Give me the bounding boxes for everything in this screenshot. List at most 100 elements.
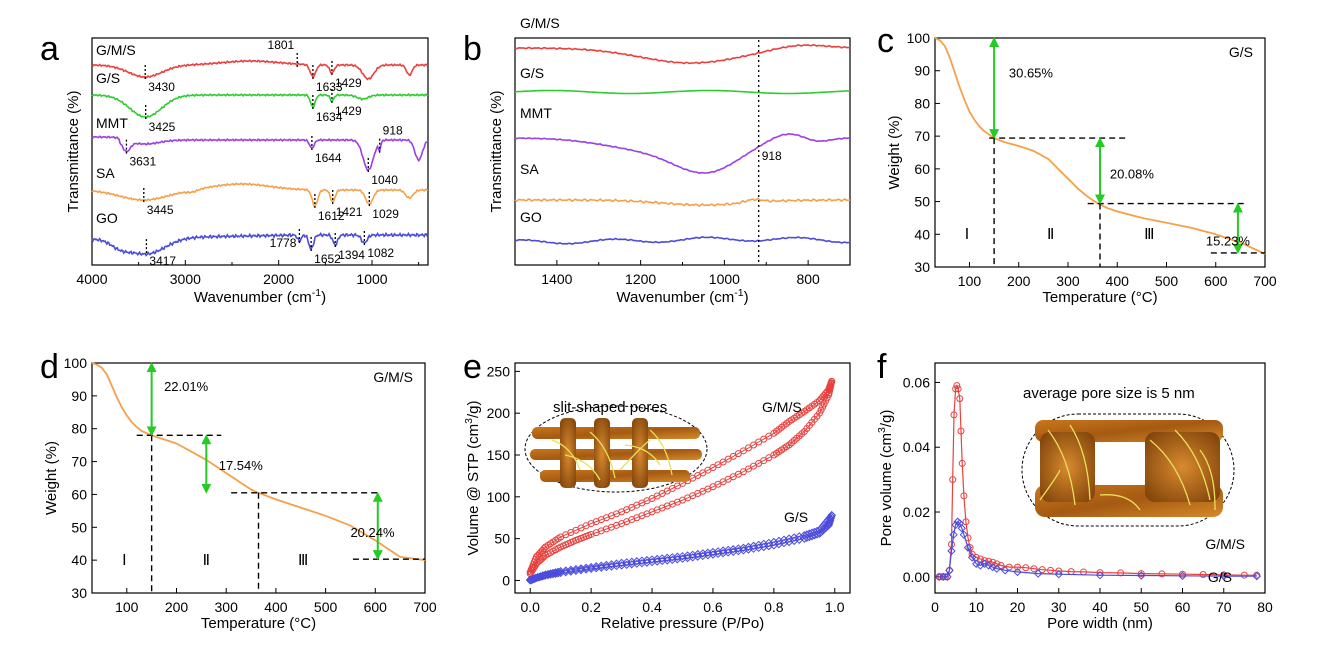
x-tick-label: 0.0 bbox=[520, 599, 540, 615]
data-point bbox=[947, 546, 956, 556]
data-point bbox=[541, 570, 550, 579]
loss-label: 22.01% bbox=[164, 379, 209, 394]
data-point bbox=[1137, 571, 1146, 580]
data-point bbox=[953, 382, 961, 390]
data-point bbox=[759, 539, 768, 549]
y-tick-label: 100 bbox=[907, 30, 931, 46]
x-tick-label: 200 bbox=[1007, 273, 1031, 289]
x-tick-label: 40 bbox=[1092, 599, 1108, 615]
x-axis-title: Wavenumber (cm-1) bbox=[616, 287, 748, 306]
y-tick-label: 0.02 bbox=[903, 504, 930, 520]
pore-pillar bbox=[594, 418, 610, 488]
pore-block bbox=[1145, 432, 1220, 502]
pore-pillar bbox=[632, 418, 648, 488]
x-tick-label: 0.8 bbox=[764, 599, 784, 615]
y-tick-label: 40 bbox=[914, 226, 930, 242]
x-tick-label: 20 bbox=[1010, 599, 1026, 615]
x-tick-label: 1400 bbox=[541, 271, 572, 287]
data-point bbox=[802, 530, 812, 539]
data-point bbox=[800, 531, 809, 540]
panel-e: e 0.0 0.2 0.4 0.6 0.8 1.0 0 50 100 150 200 250 Relati… bbox=[463, 348, 851, 632]
y-tick-label: 250 bbox=[487, 363, 511, 379]
data-point bbox=[815, 526, 824, 535]
data-point bbox=[1005, 563, 1013, 571]
y-tick-label: 100 bbox=[64, 355, 88, 371]
data-point bbox=[729, 545, 738, 554]
fiber-strand bbox=[589, 431, 616, 479]
data-point bbox=[627, 557, 636, 566]
data-point bbox=[548, 568, 558, 578]
series-label-gs: G/S bbox=[784, 509, 808, 525]
data-point bbox=[718, 546, 728, 555]
spectrum-line bbox=[514, 89, 851, 95]
x-tick-label: 400 bbox=[1106, 273, 1130, 289]
y-tick-label: 50 bbox=[71, 519, 87, 535]
data-point bbox=[526, 575, 535, 584]
data-point bbox=[952, 385, 960, 393]
data-point bbox=[708, 547, 718, 557]
data-point bbox=[556, 567, 565, 576]
y-tick-label: 70 bbox=[71, 454, 87, 470]
data-point bbox=[1240, 571, 1248, 579]
x-axis-title: Pore width (nm) bbox=[1047, 615, 1153, 632]
y-tick-label: 60 bbox=[71, 486, 87, 502]
peak-label: 3425 bbox=[149, 120, 176, 134]
y-tick-label: 80 bbox=[914, 95, 930, 111]
y-tick-label: 200 bbox=[487, 405, 511, 421]
panel-d: d 100 200 300 400 500 600 700 30 40 50 60 70 80 90 100 T… bbox=[40, 348, 437, 632]
x-tick-label: 400 bbox=[264, 599, 288, 615]
y-axis-title: Transmittance (%) bbox=[65, 91, 82, 213]
x-axis-title: Relative pressure (P/Po) bbox=[601, 615, 764, 632]
data-point bbox=[949, 476, 957, 484]
peak-label: 1429 bbox=[335, 104, 362, 118]
data-point bbox=[617, 558, 626, 568]
data-point bbox=[1030, 565, 1038, 573]
data-point bbox=[612, 559, 621, 568]
tga-curve bbox=[91, 362, 426, 561]
series-label: SA bbox=[96, 165, 115, 181]
fiber-strand bbox=[1069, 424, 1091, 501]
y-tick-label: 70 bbox=[914, 128, 930, 144]
panel-c: c 100 200 300 400 500 600 700 30 40 50 60 70 80 90 100 T… bbox=[877, 22, 1277, 306]
spectrum-line bbox=[91, 231, 429, 257]
data-point bbox=[546, 569, 555, 578]
inset-label: average pore size is 5 nm bbox=[1023, 385, 1195, 402]
y-tick-label: 90 bbox=[914, 63, 930, 79]
plot-frame bbox=[514, 37, 851, 266]
series-label: SA bbox=[520, 161, 539, 177]
data-point bbox=[581, 563, 591, 572]
panel-letter-c: c bbox=[877, 22, 894, 60]
x-tick-label: 100 bbox=[958, 273, 982, 289]
data-point bbox=[807, 528, 817, 537]
data-point bbox=[637, 556, 647, 565]
data-point bbox=[989, 558, 997, 566]
y-tick-label: 0 bbox=[502, 572, 510, 588]
data-point bbox=[543, 569, 553, 579]
x-tick-label: 80 bbox=[1257, 599, 1273, 615]
data-point bbox=[531, 573, 540, 583]
panel-b: b 1400 1200 1000 800 Wavenumber (cm-1) Transmi… bbox=[463, 15, 851, 306]
data-point bbox=[744, 542, 753, 552]
y-axis-title: Transmittance (%) bbox=[488, 91, 505, 213]
series-label-gms: G/M/S bbox=[1205, 536, 1245, 552]
data-point bbox=[997, 561, 1005, 569]
x-axis-title: Temperature (°C) bbox=[201, 615, 316, 632]
data-point bbox=[622, 558, 631, 567]
data-point bbox=[984, 561, 993, 570]
data-point bbox=[1014, 563, 1021, 571]
data-point bbox=[602, 560, 611, 570]
x-tick-label: 0.2 bbox=[581, 599, 601, 615]
fiber-strand bbox=[1174, 429, 1211, 501]
data-point bbox=[566, 565, 576, 575]
peak-label: 1644 bbox=[315, 151, 342, 165]
stage-numeral: Ⅲ bbox=[298, 552, 308, 569]
spectrum-line bbox=[91, 92, 429, 119]
data-point bbox=[817, 395, 825, 403]
fiber-strand bbox=[1099, 494, 1141, 511]
y-tick-label: 0.06 bbox=[903, 374, 930, 390]
y-tick-label: 150 bbox=[487, 447, 511, 463]
fiber-strand bbox=[564, 454, 601, 481]
data-point bbox=[1137, 570, 1145, 578]
data-point bbox=[959, 530, 969, 539]
data-point bbox=[561, 566, 570, 575]
